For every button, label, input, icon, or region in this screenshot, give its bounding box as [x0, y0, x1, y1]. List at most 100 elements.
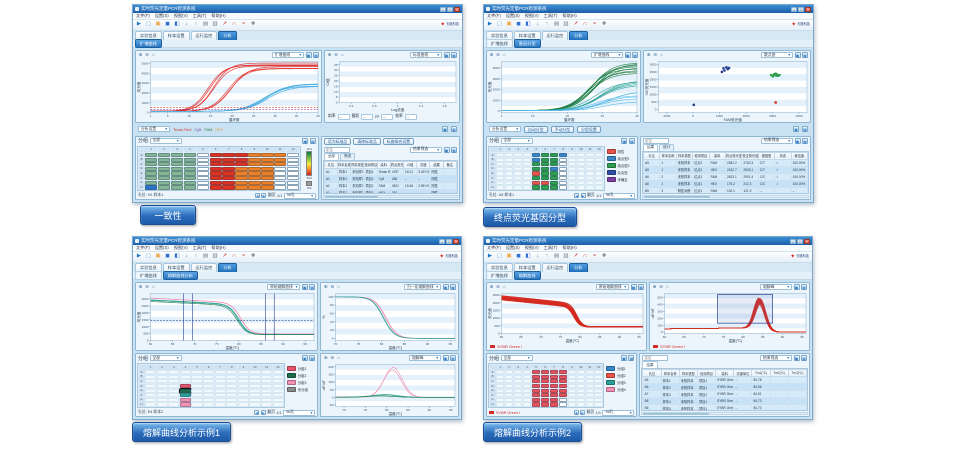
- plate-well-D11[interactable]: [274, 166, 287, 171]
- plate-well-H8[interactable]: [226, 402, 238, 407]
- copy-chart-icon[interactable]: ▣: [301, 355, 308, 362]
- copy-chart-icon[interactable]: ▣: [442, 126, 448, 133]
- plate-well-H4[interactable]: [183, 185, 197, 190]
- melt-curve-icon[interactable]: ∩: [232, 253, 236, 259]
- menu-item-2[interactable]: 视图(V): [173, 245, 188, 250]
- dropdown[interactable]: 全部 ▼: [149, 355, 182, 362]
- dropdown[interactable]: 96孔 ▼: [283, 192, 316, 199]
- table-tab-1[interactable]: 筛选: [340, 152, 356, 160]
- plate-well-F2[interactable]: [157, 176, 171, 181]
- plate-well-C12[interactable]: [286, 162, 300, 167]
- plate-well-G10[interactable]: [261, 180, 274, 185]
- plate-well-F5[interactable]: [196, 176, 209, 181]
- table-row[interactable]: A6 2 未知样本 位点1 HEX 175.2 212.3 C/C √ 100.00%: [642, 179, 808, 188]
- zoom-out-icon[interactable]: ⊖: [330, 354, 335, 360]
- plate-well-B12[interactable]: [594, 157, 604, 162]
- plate-well-E7[interactable]: [549, 171, 559, 176]
- plate-well-C5[interactable]: [531, 162, 541, 167]
- plate-well-A8[interactable]: [226, 370, 238, 375]
- plate-well-D9[interactable]: [237, 383, 249, 389]
- plate-well-F10[interactable]: [249, 393, 261, 398]
- plate-well-B2[interactable]: [504, 157, 514, 162]
- subtab-1[interactable]: 基因分型: [513, 39, 541, 48]
- minimize-button[interactable]: –: [790, 238, 796, 244]
- plate-well-H12[interactable]: [594, 185, 604, 190]
- plate-well-A2[interactable]: [156, 370, 168, 375]
- export-chart-icon[interactable]: ▦: [309, 284, 316, 290]
- scatter-point[interactable]: [725, 66, 728, 69]
- plate-well-C3[interactable]: [168, 379, 180, 384]
- tab-1[interactable]: 样本设置: [513, 31, 541, 40]
- plate-well-C3[interactable]: [513, 379, 523, 384]
- scatter-point[interactable]: [771, 75, 775, 78]
- export-chart-icon[interactable]: ▦: [451, 52, 457, 58]
- tab-2[interactable]: 运行监控: [541, 31, 569, 40]
- amp-curve-icon[interactable]: ≈: [241, 21, 246, 27]
- plate-well-F5[interactable]: [531, 393, 541, 398]
- zoom-in-icon[interactable]: ⊕: [327, 51, 332, 57]
- plate-well-D4[interactable]: [522, 166, 532, 171]
- import-icon[interactable]: ↑: [194, 253, 198, 259]
- std-curve-icon[interactable]: ↗: [222, 253, 227, 259]
- tab-1[interactable]: 样本设置: [162, 31, 190, 40]
- plate-well-F1[interactable]: [145, 176, 158, 181]
- plate-well-E8[interactable]: [235, 171, 248, 176]
- plate-well-H1[interactable]: [145, 185, 158, 190]
- plate-well-E3[interactable]: [168, 388, 180, 393]
- plate-well-E11[interactable]: [274, 171, 287, 176]
- plate-well-G8[interactable]: [558, 180, 568, 185]
- plate-well-B7[interactable]: [214, 374, 226, 379]
- scatter-point[interactable]: [774, 72, 778, 75]
- plate-well-H5[interactable]: [196, 185, 209, 190]
- plate-well-B5[interactable]: [531, 157, 541, 162]
- plate-well-H12[interactable]: [594, 402, 603, 407]
- plate-well-F12[interactable]: [594, 176, 604, 181]
- export-chart-icon[interactable]: ▦: [802, 52, 808, 58]
- plate-well-D9[interactable]: [248, 166, 261, 171]
- plate-well-A7[interactable]: [222, 152, 235, 158]
- plate-well-H2[interactable]: [504, 185, 514, 190]
- new-experiment-icon[interactable]: ▢: [496, 21, 503, 27]
- table-button-1[interactable]: 清除标准品: [353, 137, 381, 145]
- plate-well-C5[interactable]: [196, 162, 209, 167]
- plate-well-C4[interactable]: [522, 162, 532, 167]
- save-icon[interactable]: ◼: [516, 21, 521, 27]
- plate-well-F6[interactable]: [209, 176, 222, 181]
- plate-well-H11[interactable]: [261, 402, 273, 407]
- dropdown[interactable]: 原始熔解曲线 ▼: [595, 284, 629, 290]
- zoom-out-icon[interactable]: ⊖: [334, 51, 338, 57]
- plate-well-C7[interactable]: [549, 379, 559, 384]
- plate-well-A5[interactable]: [531, 152, 541, 158]
- plate-well-A8[interactable]: [235, 152, 248, 158]
- table-row[interactable]: A5 1 未知样本 位点1 FAM 2481.2 2762.3 C/T √ 100.00%: [642, 158, 808, 167]
- plate-well-H2[interactable]: [504, 402, 514, 407]
- plate-well-D1[interactable]: [496, 383, 505, 389]
- new-experiment-icon[interactable]: ▢: [145, 253, 152, 259]
- plate-well-C6[interactable]: [540, 379, 550, 384]
- plate-well-B7[interactable]: [549, 157, 559, 162]
- subtab-1[interactable]: 熔解曲线分析: [162, 271, 198, 280]
- plate-well-G3[interactable]: [513, 180, 523, 185]
- plate-well-F11[interactable]: [261, 393, 273, 398]
- plate-well-A4[interactable]: [522, 152, 532, 158]
- plate-well-G5[interactable]: [531, 397, 541, 402]
- plate-well-E5[interactable]: [191, 388, 203, 393]
- plate-well-A6[interactable]: [540, 152, 550, 158]
- plate-well-B10[interactable]: [576, 157, 586, 162]
- plate-well-E12[interactable]: [272, 388, 284, 393]
- plate-well-G11[interactable]: [585, 180, 595, 185]
- melt-curve-icon[interactable]: ∩: [583, 253, 587, 259]
- plate-well-A8[interactable]: [558, 370, 568, 375]
- reset-view-icon[interactable]: ⌂: [503, 51, 506, 57]
- plate-well-F9[interactable]: [567, 176, 577, 181]
- plate-well-A1[interactable]: [145, 370, 157, 375]
- export-chart-icon[interactable]: ▦: [450, 284, 456, 290]
- plate-well-E2[interactable]: [157, 171, 171, 176]
- plate-well-G8[interactable]: [226, 397, 238, 402]
- plate-well-D4[interactable]: [522, 383, 532, 389]
- menu-item-1[interactable]: 设置(S): [505, 13, 520, 18]
- new-experiment-icon[interactable]: ▢: [496, 253, 503, 259]
- close-button[interactable]: ×: [805, 6, 811, 12]
- menu-item-2[interactable]: 视图(V): [524, 13, 539, 18]
- plate-well-A2[interactable]: [504, 370, 514, 375]
